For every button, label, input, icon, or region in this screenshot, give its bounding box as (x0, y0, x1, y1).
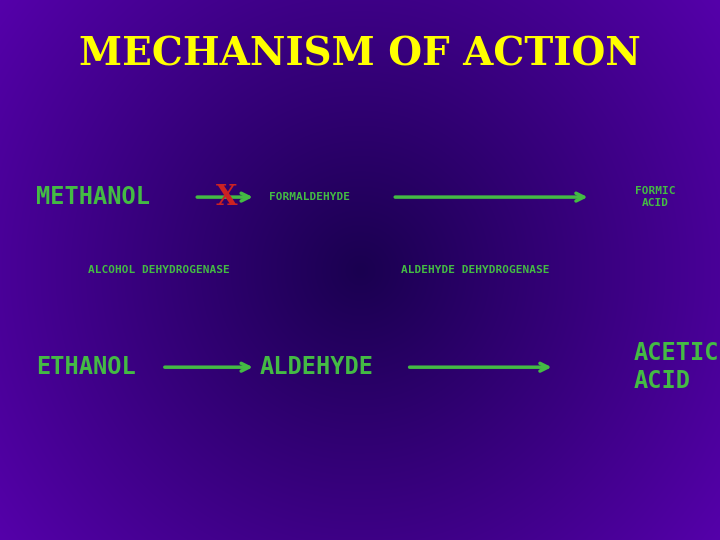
Text: ALDEHYDE DEHYDROGENASE: ALDEHYDE DEHYDROGENASE (401, 265, 549, 275)
Text: METHANOL: METHANOL (36, 185, 150, 209)
Text: FORMIC
ACID: FORMIC ACID (635, 186, 675, 208)
Text: MECHANISM OF ACTION: MECHANISM OF ACTION (79, 35, 641, 73)
Text: ALCOHOL DEHYDROGENASE: ALCOHOL DEHYDROGENASE (88, 265, 229, 275)
Text: FORMALDEHYDE: FORMALDEHYDE (269, 192, 350, 202)
Text: ACETIC
ACID: ACETIC ACID (634, 341, 719, 393)
Text: X: X (216, 184, 238, 211)
Text: ALDEHYDE: ALDEHYDE (260, 355, 374, 379)
Text: ETHANOL: ETHANOL (36, 355, 136, 379)
